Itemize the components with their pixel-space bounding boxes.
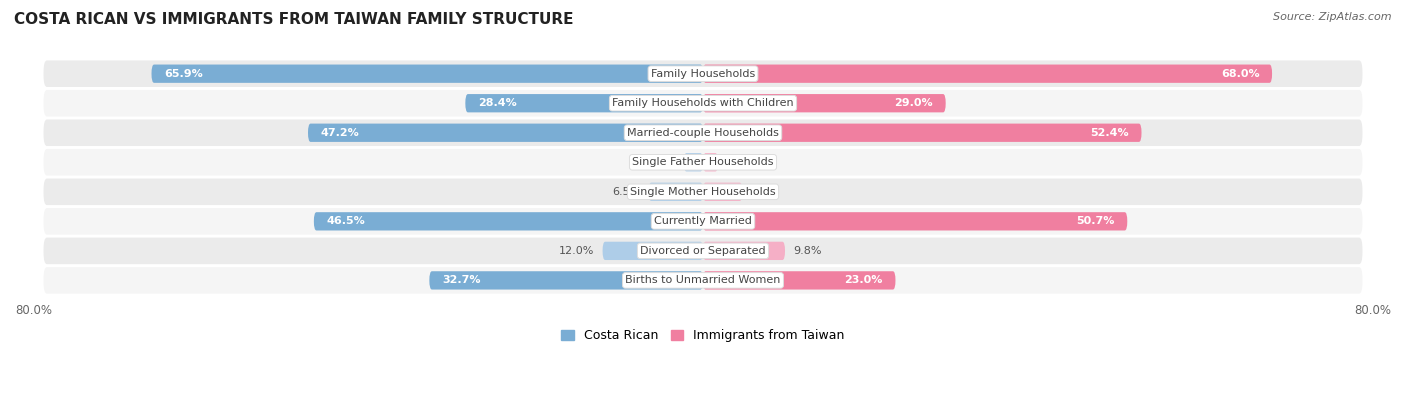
Text: 12.0%: 12.0% [558, 246, 595, 256]
FancyBboxPatch shape [703, 182, 742, 201]
Text: Single Mother Households: Single Mother Households [630, 187, 776, 197]
FancyBboxPatch shape [44, 237, 1362, 264]
Text: Currently Married: Currently Married [654, 216, 752, 226]
FancyBboxPatch shape [44, 149, 1362, 175]
Text: 46.5%: 46.5% [326, 216, 366, 226]
Text: Single Father Households: Single Father Households [633, 157, 773, 167]
FancyBboxPatch shape [44, 60, 1362, 87]
FancyBboxPatch shape [703, 124, 1142, 142]
FancyBboxPatch shape [44, 90, 1362, 117]
FancyBboxPatch shape [703, 242, 785, 260]
FancyBboxPatch shape [703, 271, 896, 290]
FancyBboxPatch shape [703, 212, 1128, 231]
FancyBboxPatch shape [314, 212, 703, 231]
FancyBboxPatch shape [44, 119, 1362, 146]
Text: 65.9%: 65.9% [165, 69, 202, 79]
Text: Married-couple Households: Married-couple Households [627, 128, 779, 138]
Text: 6.5%: 6.5% [612, 187, 640, 197]
FancyBboxPatch shape [152, 64, 703, 83]
Text: 9.8%: 9.8% [793, 246, 823, 256]
FancyBboxPatch shape [648, 182, 703, 201]
FancyBboxPatch shape [703, 64, 1272, 83]
FancyBboxPatch shape [603, 242, 703, 260]
FancyBboxPatch shape [683, 153, 703, 171]
Text: 4.7%: 4.7% [751, 187, 779, 197]
Text: 52.4%: 52.4% [1090, 128, 1129, 138]
FancyBboxPatch shape [44, 179, 1362, 205]
Text: 47.2%: 47.2% [321, 128, 360, 138]
Text: 2.3%: 2.3% [647, 157, 675, 167]
FancyBboxPatch shape [465, 94, 703, 112]
FancyBboxPatch shape [429, 271, 703, 290]
Text: 23.0%: 23.0% [845, 275, 883, 286]
FancyBboxPatch shape [308, 124, 703, 142]
FancyBboxPatch shape [44, 267, 1362, 293]
Text: 1.8%: 1.8% [727, 157, 755, 167]
FancyBboxPatch shape [703, 153, 718, 171]
Text: COSTA RICAN VS IMMIGRANTS FROM TAIWAN FAMILY STRUCTURE: COSTA RICAN VS IMMIGRANTS FROM TAIWAN FA… [14, 12, 574, 27]
Legend: Costa Rican, Immigrants from Taiwan: Costa Rican, Immigrants from Taiwan [557, 324, 849, 347]
Text: Family Households with Children: Family Households with Children [612, 98, 794, 108]
Text: Family Households: Family Households [651, 69, 755, 79]
Text: 29.0%: 29.0% [894, 98, 934, 108]
Text: 28.4%: 28.4% [478, 98, 516, 108]
Text: Births to Unmarried Women: Births to Unmarried Women [626, 275, 780, 286]
Text: Source: ZipAtlas.com: Source: ZipAtlas.com [1274, 12, 1392, 22]
FancyBboxPatch shape [703, 94, 946, 112]
Text: 50.7%: 50.7% [1077, 216, 1115, 226]
Text: Divorced or Separated: Divorced or Separated [640, 246, 766, 256]
Text: 68.0%: 68.0% [1220, 69, 1260, 79]
Text: 32.7%: 32.7% [441, 275, 481, 286]
FancyBboxPatch shape [44, 208, 1362, 235]
